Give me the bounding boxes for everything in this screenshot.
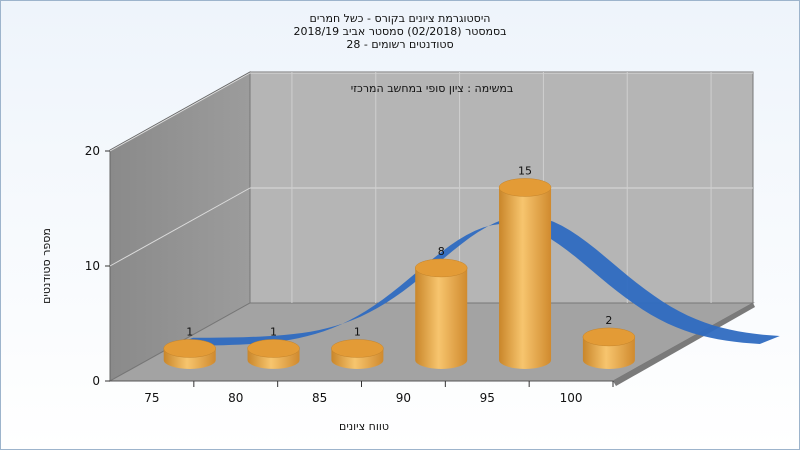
y-tick-label: 0 (92, 374, 100, 388)
bar-85: 1 (331, 325, 384, 369)
bar-top (247, 339, 300, 358)
bar-body (415, 267, 468, 369)
bar-top (163, 339, 216, 358)
curve-ribbon (173, 215, 780, 346)
title-line-1: היסטוגרמת ציונים בקורס - כשל חמרים (309, 12, 491, 25)
bar-top (582, 327, 636, 347)
bar-75: 1 (163, 325, 216, 369)
gridline-left (109, 187, 251, 267)
right-edge (613, 303, 755, 386)
x-tick-label: 80 (228, 391, 243, 405)
y-tick-label: 20 (85, 144, 100, 158)
chart-title: היסטוגרמת ציונים בקורס - כשל חמרים בסמסט… (0, 12, 800, 51)
chart-subtitle: במשימה : ציון סופי במחשב המרכזי (351, 82, 514, 95)
y-axis: 0 10 20 (85, 144, 110, 388)
x-tick-label: 75 (144, 391, 159, 405)
bar-top (331, 339, 384, 358)
bar-value-label: 15 (518, 164, 532, 177)
bar-value-label: 8 (438, 245, 445, 258)
y-tick-label: 10 (85, 259, 100, 273)
bar-value-label: 2 (605, 314, 612, 327)
y-axis-label: מספר סטודנטים (40, 228, 53, 304)
x-tick-label: 95 (480, 391, 495, 405)
gridline-left (109, 72, 251, 152)
title-line-3: סטודנטים רשומים - 28 (346, 38, 454, 51)
x-axis: 75 80 85 90 95 100 (144, 381, 614, 405)
title-line-2: בסמסטר (02/2018) סמסטר אביב 2018/19 (293, 25, 507, 38)
x-tick-label: 90 (396, 391, 411, 405)
x-tick-label: 100 (560, 391, 583, 405)
bar-body (499, 187, 552, 369)
x-axis-label: טווח ציונים (339, 420, 389, 433)
bar-value-label: 1 (270, 325, 277, 338)
bar-value-label: 1 (186, 325, 193, 338)
bar-value-label: 1 (354, 325, 361, 338)
bar-95: 15 (498, 164, 552, 369)
bars: 1 1 1 8 15 2 (163, 164, 636, 369)
bar-top (414, 258, 468, 278)
bar-100: 2 (582, 314, 636, 369)
distribution-curve (173, 215, 780, 346)
bar-90: 8 (414, 245, 468, 369)
bar-top (498, 178, 552, 197)
x-tick-label: 85 (312, 391, 327, 405)
bar-80: 1 (247, 325, 300, 369)
